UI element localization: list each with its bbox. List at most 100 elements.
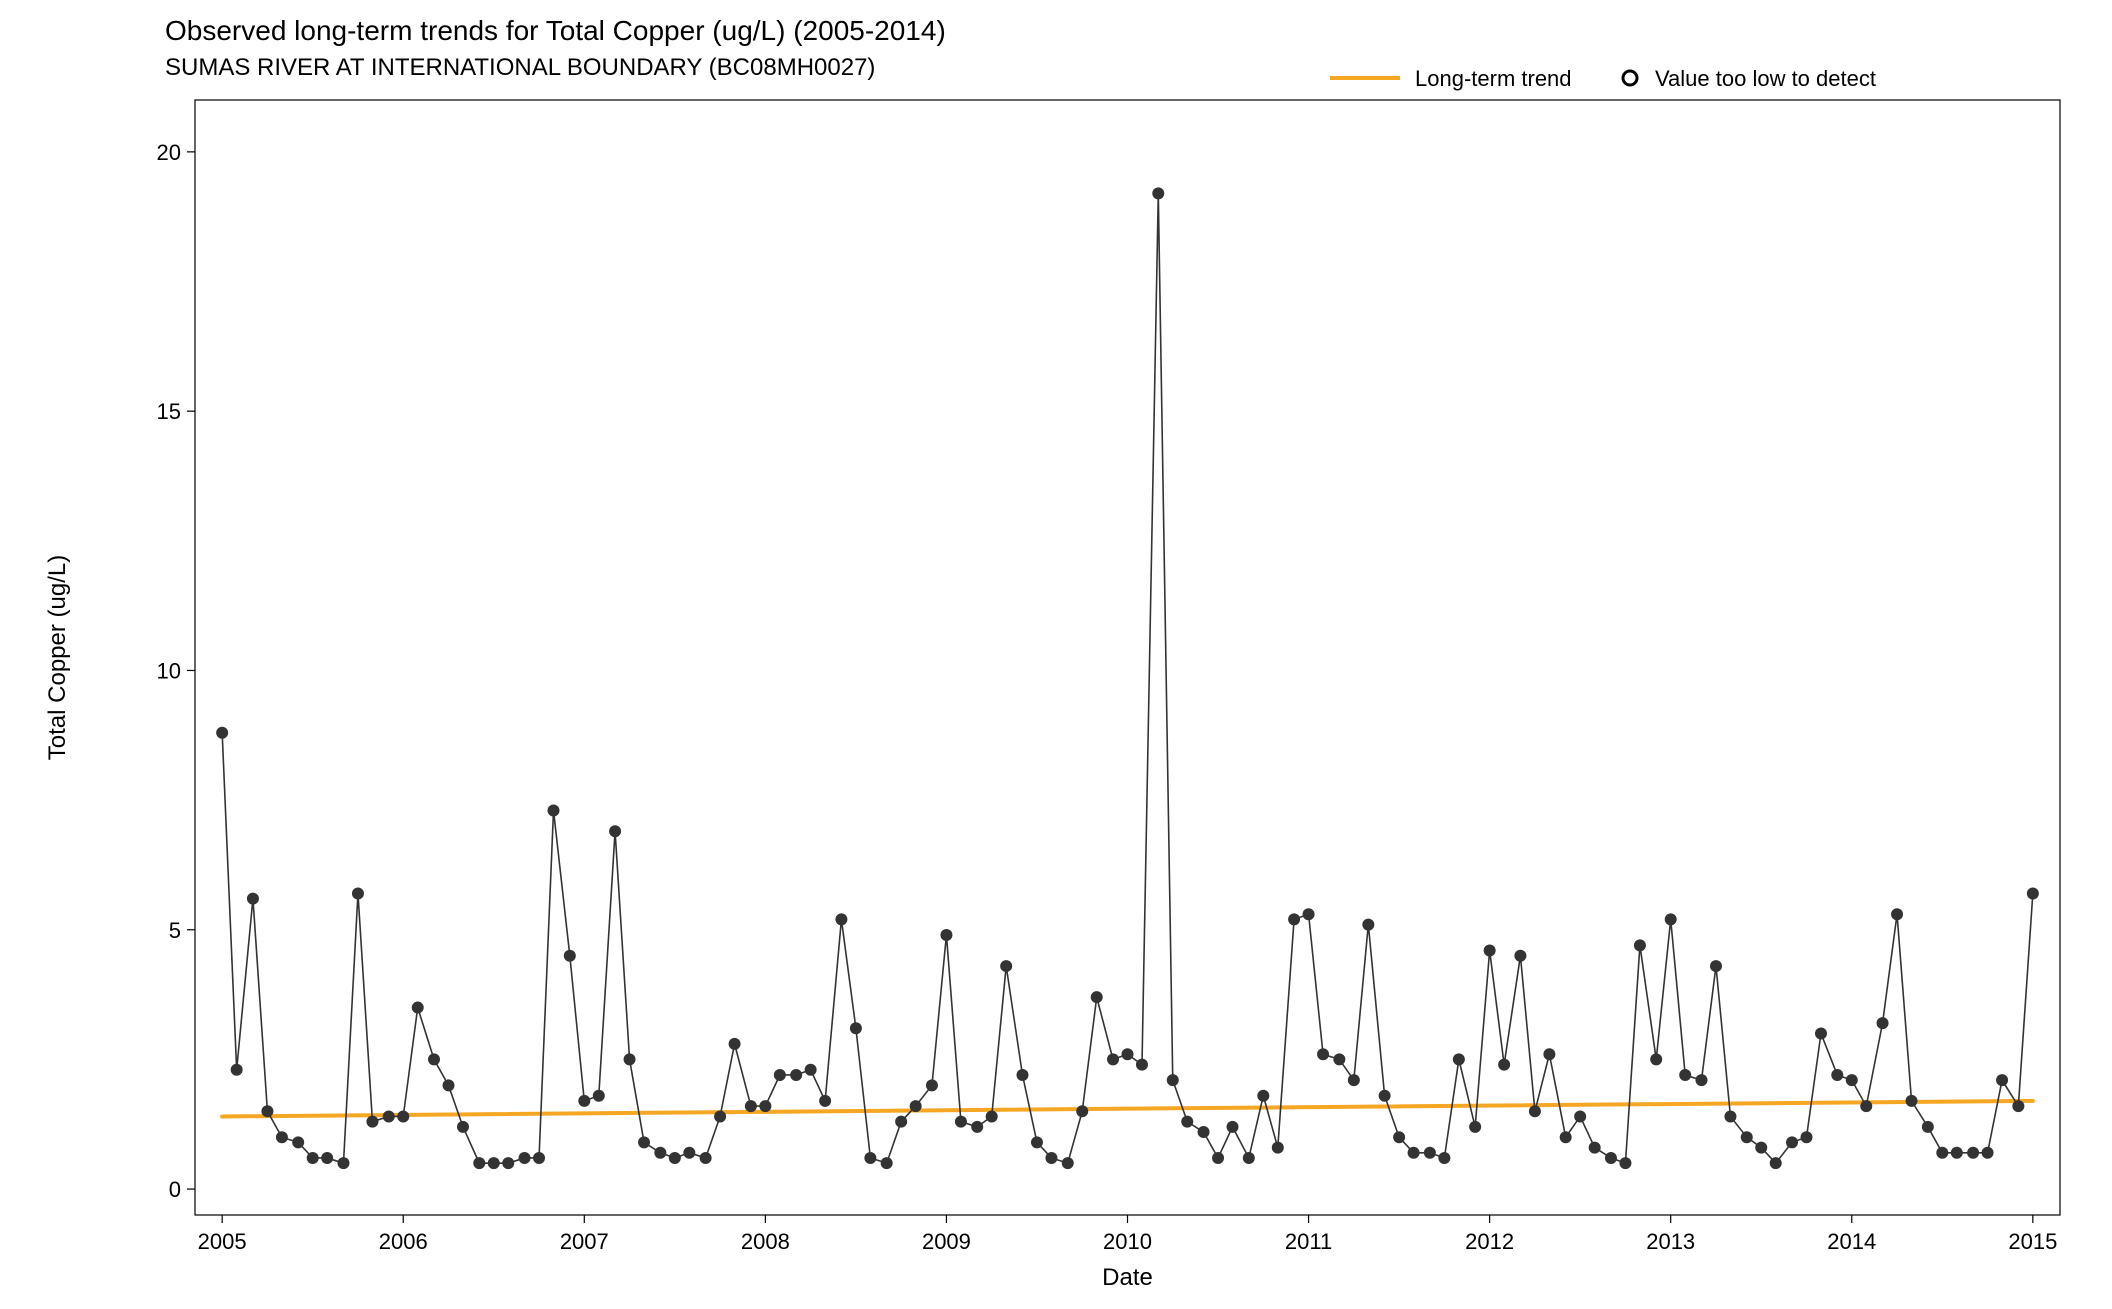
data-marker [729,1038,741,1050]
chart-subtitle: SUMAS RIVER AT INTERNATIONAL BOUNDARY (B… [165,54,875,81]
data-marker [1877,1017,1889,1029]
data-marker [1514,950,1526,962]
x-axis-label: Date [1102,1264,1153,1291]
data-marker [926,1079,938,1091]
data-marker [881,1157,893,1169]
data-marker [1679,1069,1691,1081]
data-marker [502,1157,514,1169]
data-marker [1619,1157,1631,1169]
data-marker [1801,1131,1813,1143]
data-marker [1846,1074,1858,1086]
data-marker [488,1157,500,1169]
data-marker [1227,1121,1239,1133]
data-marker [397,1110,409,1122]
data-marker [412,1002,424,1014]
data-marker [1212,1152,1224,1164]
data-marker [1272,1142,1284,1154]
data-marker [759,1100,771,1112]
data-marker [578,1095,590,1107]
x-tick-label: 2011 [1285,1229,1332,1254]
y-axis-label: Total Copper (ug/L) [44,555,71,760]
data-marker [669,1152,681,1164]
y-tick-label: 20 [157,140,181,165]
data-marker [700,1152,712,1164]
data-marker [624,1053,636,1065]
legend-trend-label: Long-term trend [1415,66,1572,91]
data-marker [1016,1069,1028,1081]
data-marker [654,1147,666,1159]
data-marker [819,1095,831,1107]
data-marker [1589,1142,1601,1154]
data-marker [2012,1100,2024,1112]
data-marker [1650,1053,1662,1065]
data-marker [638,1136,650,1148]
data-marker [548,804,560,816]
data-marker [1181,1116,1193,1128]
x-tick-label: 2006 [379,1229,428,1254]
data-marker [1543,1048,1555,1060]
legend-hollow-label: Value too low to detect [1655,66,1876,91]
data-marker [1424,1147,1436,1159]
data-marker [910,1100,922,1112]
data-marker [1710,960,1722,972]
x-tick-label: 2009 [922,1229,971,1254]
data-marker [1560,1131,1572,1143]
data-marker [276,1131,288,1143]
data-marker [1605,1152,1617,1164]
data-marker [1498,1059,1510,1071]
data-marker [790,1069,802,1081]
legend-hollow-swatch [1623,71,1637,85]
data-marker [835,913,847,925]
data-marker [609,825,621,837]
data-marker [564,950,576,962]
data-marker [1634,939,1646,951]
chart-title: Observed long-term trends for Total Copp… [165,15,946,46]
data-marker [1152,187,1164,199]
x-tick-label: 2015 [2008,1229,2057,1254]
x-tick-label: 2007 [560,1229,609,1254]
data-marker [1303,908,1315,920]
data-marker [1831,1069,1843,1081]
data-marker [1317,1048,1329,1060]
data-marker [473,1157,485,1169]
data-marker [1996,1074,2008,1086]
data-marker [1257,1090,1269,1102]
data-marker [1198,1126,1210,1138]
data-marker [1936,1147,1948,1159]
y-tick-label: 15 [157,399,181,424]
data-marker [1724,1110,1736,1122]
y-tick-label: 0 [169,1177,181,1202]
data-marker [442,1079,454,1091]
data-marker [1770,1157,1782,1169]
data-marker [745,1100,757,1112]
data-marker [1438,1152,1450,1164]
data-marker [683,1147,695,1159]
data-marker [1951,1147,1963,1159]
data-marker [337,1157,349,1169]
data-marker [1695,1074,1707,1086]
data-marker [774,1069,786,1081]
data-marker [383,1110,395,1122]
y-tick-label: 5 [169,918,181,943]
data-marker [1741,1131,1753,1143]
data-marker [457,1121,469,1133]
data-marker [1393,1131,1405,1143]
data-marker [955,1116,967,1128]
data-marker [1362,919,1374,931]
data-marker [1906,1095,1918,1107]
data-marker [1453,1053,1465,1065]
data-marker [1408,1147,1420,1159]
data-marker [1815,1027,1827,1039]
data-marker [2027,887,2039,899]
data-marker [1484,945,1496,957]
data-marker [231,1064,243,1076]
x-tick-label: 2012 [1465,1229,1514,1254]
chart-svg: Observed long-term trends for Total Copp… [0,0,2112,1309]
data-marker [216,727,228,739]
data-marker [895,1116,907,1128]
data-marker [352,887,364,899]
data-marker [1922,1121,1934,1133]
data-marker [1967,1147,1979,1159]
x-tick-label: 2010 [1103,1229,1152,1254]
data-marker [1982,1147,1994,1159]
